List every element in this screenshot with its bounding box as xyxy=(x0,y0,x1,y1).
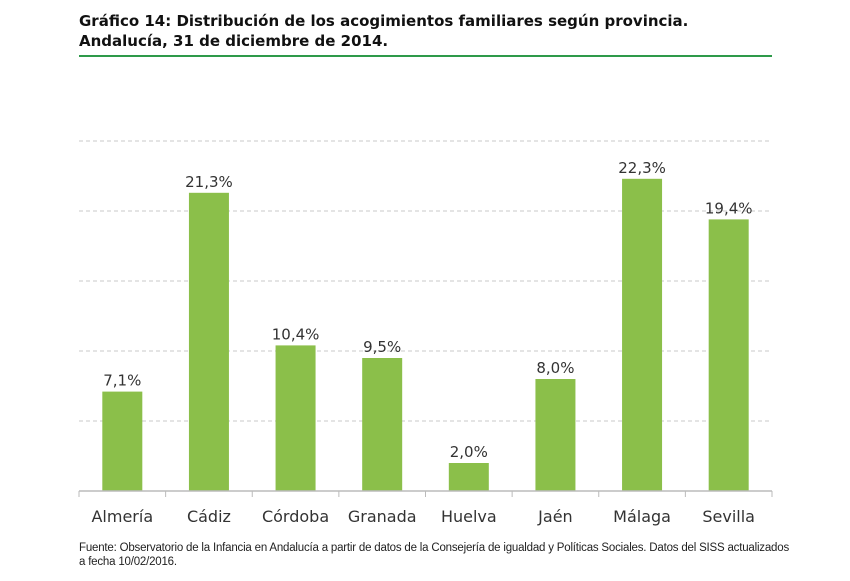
value-labels: 7,1% 21,3% 10,4% 9,5% 2,0% 8,0% 22,3% 19,4% xyxy=(103,159,752,461)
value-label: 2,0% xyxy=(450,443,488,461)
bar xyxy=(102,391,143,491)
gridlines xyxy=(79,140,772,422)
value-label: 19,4% xyxy=(705,199,753,217)
x-axis xyxy=(78,490,773,497)
bar xyxy=(275,345,316,491)
value-label: 9,5% xyxy=(363,338,401,356)
x-tick-label: Córdoba xyxy=(262,507,329,526)
value-label: 10,4% xyxy=(272,325,320,343)
x-tick-label: Almería xyxy=(91,507,153,526)
source-note: Fuente: Observatorio de la Infancia en A… xyxy=(79,542,789,568)
bar xyxy=(708,219,749,491)
bar xyxy=(448,463,489,491)
bar xyxy=(188,192,229,492)
x-tick-label: Huelva xyxy=(441,507,497,526)
bar xyxy=(535,379,576,491)
title-underline xyxy=(79,55,772,57)
value-label: 21,3% xyxy=(185,173,233,191)
bars xyxy=(102,178,749,492)
value-label: 7,1% xyxy=(103,372,141,390)
x-tick-label: Málaga xyxy=(613,507,671,526)
bar-chart: 7,1% 21,3% 10,4% 9,5% 2,0% 8,0% 22,3% 19,4% Alm… xyxy=(78,140,773,526)
x-tick-label: Cádiz xyxy=(187,507,231,526)
bar xyxy=(622,178,663,492)
value-label: 8,0% xyxy=(536,359,574,377)
bar xyxy=(362,358,403,491)
x-tick-label: Sevilla xyxy=(702,507,755,526)
x-tick-labels: Almería Cádiz Córdoba Granada Huelva Jaén Mála… xyxy=(91,507,755,526)
x-tick-label: Jaén xyxy=(537,507,573,526)
chart-title: Gráfico 14: Distribución de los acogimie… xyxy=(79,12,689,50)
x-tick-label: Granada xyxy=(348,507,417,526)
value-label: 22,3% xyxy=(618,159,666,177)
